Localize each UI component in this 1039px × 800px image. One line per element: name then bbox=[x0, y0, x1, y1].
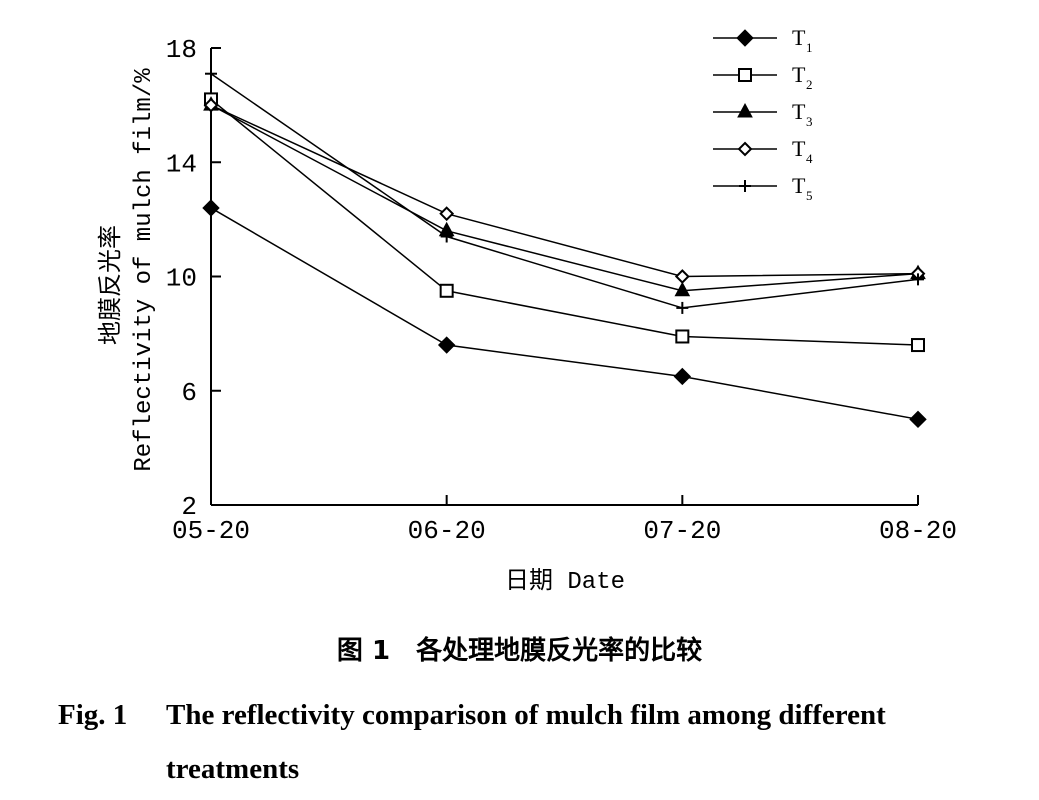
legend-label-subscript: 5 bbox=[806, 188, 813, 203]
series-t3-line bbox=[210, 104, 919, 292]
y-tick-label: 10 bbox=[166, 264, 197, 294]
series-group bbox=[202, 67, 927, 429]
legend-marker bbox=[736, 29, 754, 47]
legend-label-subscript: 2 bbox=[806, 77, 813, 92]
y-axis-title-en: Reflectivity of mulch film/% bbox=[131, 68, 158, 472]
series-t2-point bbox=[439, 283, 454, 298]
series-t3-point bbox=[674, 281, 691, 297]
series-t4-line bbox=[210, 104, 919, 278]
y-tick-label: 6 bbox=[181, 378, 197, 408]
legend-label: T bbox=[792, 173, 806, 198]
y-tick-label: 14 bbox=[166, 149, 197, 179]
figure-label: Fig. 1 bbox=[58, 699, 128, 731]
legend-marker bbox=[738, 68, 752, 82]
legend-label: T bbox=[792, 136, 806, 161]
legend-marker bbox=[737, 141, 753, 157]
figure-caption-en: Fig. 1 The reflectivity comparison of mul… bbox=[58, 688, 1018, 796]
y-axis-title-cn: 地膜反光率 bbox=[97, 225, 126, 345]
series-t5-line bbox=[210, 73, 919, 309]
legend-label: T bbox=[792, 25, 806, 50]
series-t1 bbox=[202, 199, 927, 429]
x-tick-label: 08-20 bbox=[879, 516, 957, 546]
series-t2-line bbox=[210, 98, 919, 346]
x-tick-label: 07-20 bbox=[643, 516, 721, 546]
series-t5-point bbox=[912, 273, 924, 286]
x-tick-label: 05-20 bbox=[172, 516, 250, 546]
legend-label-subscript: 4 bbox=[806, 151, 813, 166]
legend-marker bbox=[737, 102, 753, 118]
y-tick-label: 2 bbox=[181, 492, 197, 522]
series-t1-line bbox=[210, 207, 919, 421]
series-t5-point bbox=[440, 230, 453, 243]
series-t5-point bbox=[205, 67, 217, 80]
series-t2-point bbox=[675, 329, 690, 344]
figure-caption-line1: The reflectivity comparison of mulch fil… bbox=[166, 699, 886, 731]
legend-marker bbox=[739, 180, 751, 192]
series-t4-point bbox=[439, 206, 455, 222]
series-t1-point bbox=[437, 336, 456, 354]
figure-caption-line2: treatments bbox=[166, 753, 300, 785]
series-t2 bbox=[204, 92, 925, 353]
figure-caption-cn: 图 1 各处理地膜反光率的比较 bbox=[336, 636, 703, 666]
series-t4-point bbox=[203, 97, 219, 113]
legend-label: T bbox=[792, 99, 806, 124]
legend-label: T bbox=[792, 62, 806, 87]
series-t4-point bbox=[674, 269, 690, 284]
x-tick-label: 06-20 bbox=[408, 516, 486, 546]
series-t2-point bbox=[911, 338, 925, 353]
legend-label-subscript: 1 bbox=[806, 40, 813, 55]
x-axis-title: 日期 Date bbox=[505, 568, 625, 596]
series-t5 bbox=[205, 67, 924, 314]
series-t4 bbox=[203, 97, 926, 284]
legend-label-subscript: 3 bbox=[806, 114, 813, 129]
series-t1-point bbox=[909, 410, 927, 429]
y-tick-label: 18 bbox=[166, 35, 197, 65]
series-t5-point bbox=[676, 301, 689, 314]
legend: T 1T 2T 3T 4T 5 bbox=[713, 25, 813, 203]
series-t1-point bbox=[202, 199, 220, 217]
series-t1-point bbox=[673, 367, 692, 386]
